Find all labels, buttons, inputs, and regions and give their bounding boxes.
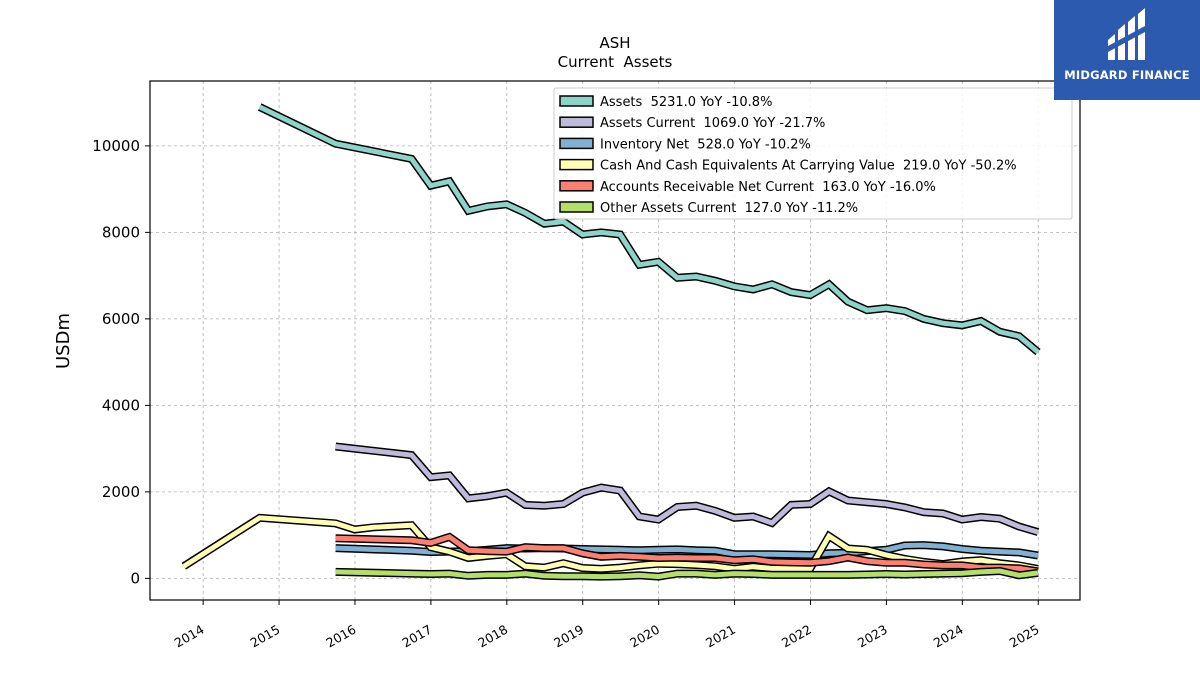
legend-swatch: [559, 158, 594, 171]
series-line-5: [335, 532, 1039, 576]
y-tick-label: 10000: [92, 137, 140, 155]
legend-swatch: [559, 137, 594, 150]
legend-swatch: [559, 116, 594, 128]
legend-swatch: [559, 201, 594, 213]
legend-item-5: Accounts Receivable Net Current 163.0 Yo…: [559, 180, 936, 195]
y-axis-label: USDm: [53, 313, 74, 369]
series-line-2: [335, 442, 1040, 536]
chart-title: ASH: [599, 34, 630, 52]
series-stroke: [335, 534, 1039, 574]
legend-item-2: Assets Current 1069.0 YoY -21.7%: [559, 116, 825, 131]
series-stroke: [335, 444, 1039, 535]
legend-item-1: Assets 5231.0 YoY -10.8%: [559, 95, 772, 110]
y-tick-label: 4000: [102, 396, 140, 414]
legend-label: Accounts Receivable Net Current 163.0 Yo…: [600, 180, 936, 195]
plot-frame: [149, 80, 1081, 601]
brand-name: MIDGARD FINANCE: [1064, 68, 1190, 82]
y-tick-label: 8000: [102, 223, 140, 241]
legend-label: Inventory Net 528.0 YoY -10.2%: [600, 137, 811, 152]
series-line-6: [335, 566, 1039, 581]
series-line-1: [257, 103, 1041, 356]
legend: Assets 5231.0 YoY -10.8% Assets Current 1…: [553, 87, 1073, 220]
y-tick-label: 2000: [102, 483, 140, 501]
series-lines: [181, 103, 1041, 581]
brand-logo: MIDGARD FINANCE: [1054, 0, 1200, 100]
legend-item-4: Cash And Cash Equivalents At Carrying Va…: [559, 158, 1017, 174]
brand-mark-icon: [1108, 8, 1145, 60]
legend-label: Assets 5231.0 YoY -10.8%: [600, 95, 772, 110]
y-tick-label: 6000: [102, 310, 140, 328]
legend-box: [553, 87, 1073, 220]
legend-item-3: Inventory Net 528.0 YoY -10.2%: [559, 137, 811, 152]
legend-label: Cash And Cash Equivalents At Carrying Va…: [600, 159, 1017, 174]
y-tick-label: 0: [130, 569, 140, 587]
y-axis-ticks: 0 2000 4000 6000 8000 10000: [92, 137, 150, 587]
legend-item-6: Other Assets Current 127.0 YoY -11.2%: [559, 201, 858, 216]
series-stroke: [258, 104, 1040, 355]
series-stroke: [335, 568, 1039, 580]
legend-swatch: [559, 95, 594, 107]
legend-label: Other Assets Current 127.0 YoY -11.2%: [600, 201, 858, 216]
legend-label: Assets Current 1069.0 YoY -21.7%: [600, 116, 825, 131]
chart-subtitle: Current Assets: [558, 53, 673, 71]
legend-swatch: [559, 180, 594, 192]
